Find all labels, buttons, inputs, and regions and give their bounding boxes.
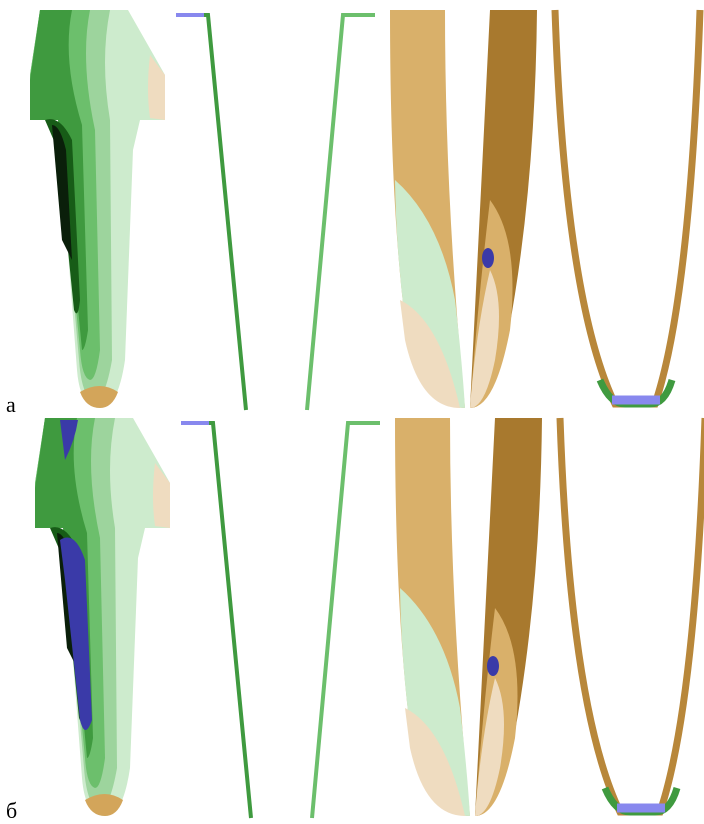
row-a [30,10,700,410]
figure: а б [0,0,704,824]
row-b [35,418,704,818]
panel-label: а [6,392,16,417]
panel-label: б [6,798,17,823]
